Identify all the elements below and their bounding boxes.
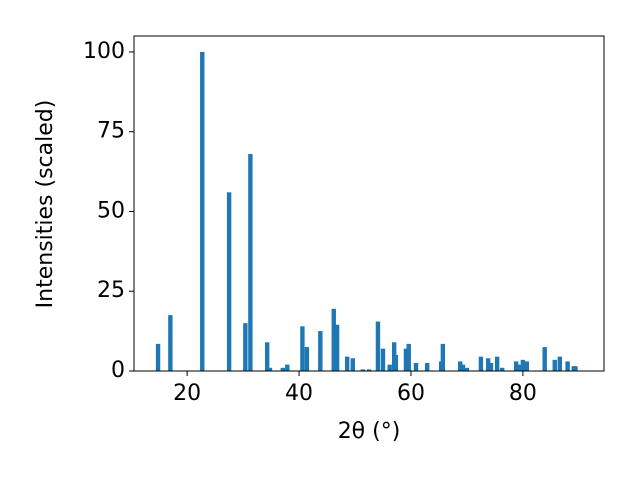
bar xyxy=(200,51,205,371)
bar xyxy=(300,326,305,371)
bar xyxy=(264,342,270,371)
bar xyxy=(375,321,381,371)
x-axis-label: 2θ (°) xyxy=(338,419,401,444)
bar xyxy=(458,361,463,371)
bar xyxy=(226,192,232,371)
bar xyxy=(573,366,578,371)
y-tick-label: 100 xyxy=(83,39,125,64)
bar xyxy=(516,364,522,371)
bar xyxy=(520,359,526,371)
bar xyxy=(552,359,557,371)
bar xyxy=(168,315,173,371)
bar xyxy=(440,343,446,371)
bar xyxy=(494,356,500,371)
bar xyxy=(485,358,491,371)
bar xyxy=(488,363,494,371)
y-tick-label: 25 xyxy=(97,278,125,303)
bar xyxy=(155,343,161,371)
bar xyxy=(248,154,253,371)
bar xyxy=(542,347,547,371)
bar xyxy=(280,367,286,371)
y-tick-label: 75 xyxy=(97,119,125,144)
bar xyxy=(464,367,470,371)
bar xyxy=(304,347,310,371)
bar xyxy=(243,323,248,371)
bar xyxy=(406,343,411,371)
bar xyxy=(499,367,505,371)
bar xyxy=(387,364,392,371)
bar xyxy=(366,369,372,371)
bar xyxy=(334,324,340,371)
bar xyxy=(318,331,323,371)
x-tick-label: 40 xyxy=(285,381,313,406)
bar xyxy=(565,361,570,371)
bar xyxy=(267,367,273,371)
bar xyxy=(460,364,466,371)
bar xyxy=(344,356,350,371)
y-tick-label: 0 xyxy=(111,358,125,383)
bar xyxy=(350,358,355,371)
x-tick-label: 80 xyxy=(509,381,537,406)
bar xyxy=(331,308,336,371)
bar xyxy=(403,348,409,371)
bar xyxy=(285,364,290,371)
bar xyxy=(513,361,519,371)
bar xyxy=(413,363,419,371)
x-tick-label: 60 xyxy=(397,381,425,406)
x-tick-label: 20 xyxy=(173,381,201,406)
bar xyxy=(360,369,366,371)
bar xyxy=(424,363,430,371)
y-tick-label: 50 xyxy=(97,198,125,223)
y-axis-label: Intensities (scaled) xyxy=(33,100,58,309)
bar xyxy=(557,356,562,371)
bar xyxy=(393,355,399,371)
bar xyxy=(524,361,529,371)
bar xyxy=(380,348,386,371)
plot-frame xyxy=(133,35,605,372)
bar xyxy=(478,356,484,371)
